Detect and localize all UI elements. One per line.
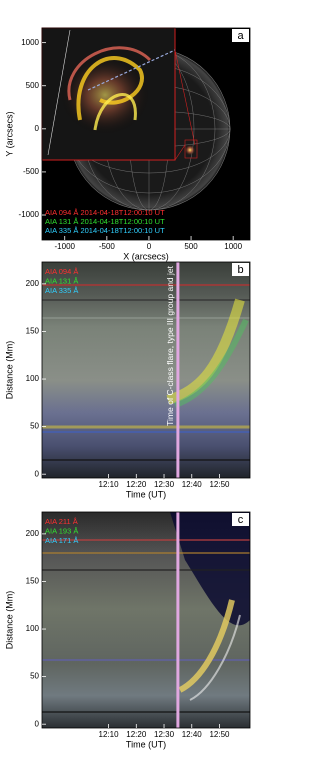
y-tick-label: 150 xyxy=(26,327,40,336)
y-tick-label: -500 xyxy=(23,167,40,176)
panel-c-image xyxy=(42,512,250,728)
x-tick-label: 12:20 xyxy=(126,730,147,739)
plot-frame xyxy=(41,511,251,729)
y-tick-label: 100 xyxy=(26,374,40,383)
y-tick-label: 200 xyxy=(26,279,40,288)
y-tick-label: 0 xyxy=(35,469,40,478)
panel-label-box xyxy=(232,263,249,276)
panel-label-box xyxy=(232,513,249,526)
x-tick-label: 1000 xyxy=(224,242,242,251)
y-axis-label: Distance (Mm) xyxy=(4,591,14,650)
legend-entry: AIA 211 Å xyxy=(45,517,78,526)
y-tick-label: 500 xyxy=(26,81,40,90)
legend-entry: AIA 131 Å 2014-04-18T12:00:10 UT xyxy=(45,217,165,226)
y-axis-label: Distance (Mm) xyxy=(4,341,14,400)
x-axis-label: Time (UT) xyxy=(126,739,166,749)
plot-frame xyxy=(41,27,251,241)
panel-label: b xyxy=(237,264,243,276)
x-tick-label: -1000 xyxy=(55,242,76,251)
legend-entry: AIA 094 Å 2014-04-18T12:00:10 UT xyxy=(45,208,165,217)
y-tick-label: 50 xyxy=(30,422,39,431)
x-tick-label: 12:30 xyxy=(154,730,175,739)
panel-label: a xyxy=(237,30,244,42)
y-tick-label: 1000 xyxy=(21,38,39,47)
y-tick-label: 200 xyxy=(26,529,40,538)
x-tick-label: -500 xyxy=(99,242,116,251)
plot-frame xyxy=(41,261,251,479)
x-tick-label: 12:30 xyxy=(154,480,175,489)
annotation: Time of C-class flare, type III group an… xyxy=(165,265,175,425)
x-tick-label: 12:40 xyxy=(182,730,203,739)
panel-label-box xyxy=(232,29,249,42)
legend-entry: AIA 335 Å 2014-04-18T12:00:10 UT xyxy=(45,226,165,235)
x-tick-label: 12:10 xyxy=(99,480,120,489)
x-tick-label: 0 xyxy=(147,242,152,251)
y-tick-label: 100 xyxy=(26,624,40,633)
y-tick-label: 150 xyxy=(26,577,40,586)
legend-entry: AIA 094 Å xyxy=(45,267,78,276)
x-axis-label: Time (UT) xyxy=(126,489,166,499)
y-tick-label: 0 xyxy=(35,719,40,728)
y-axis-label: Y (arcsecs) xyxy=(4,111,14,156)
panel-label: c xyxy=(238,514,244,526)
y-tick-label: 0 xyxy=(35,124,40,133)
x-axis-label: X (arcsecs) xyxy=(123,251,169,261)
y-tick-label: -1000 xyxy=(19,210,40,219)
y-tick-label: 50 xyxy=(30,672,39,681)
legend-entry: AIA 171 Å xyxy=(45,536,78,545)
legend-entry: AIA 193 Å xyxy=(45,526,78,535)
legend-entry: AIA 335 Å xyxy=(45,286,78,295)
x-tick-label: 500 xyxy=(184,242,198,251)
x-tick-label: 12:20 xyxy=(126,480,147,489)
panel-a-image xyxy=(41,27,250,240)
x-tick-label: 12:40 xyxy=(182,480,203,489)
legend-entry: AIA 131 Å xyxy=(45,276,78,285)
x-tick-label: 12:10 xyxy=(99,730,120,739)
x-tick-label: 12:50 xyxy=(209,480,230,489)
x-tick-label: 12:50 xyxy=(209,730,230,739)
